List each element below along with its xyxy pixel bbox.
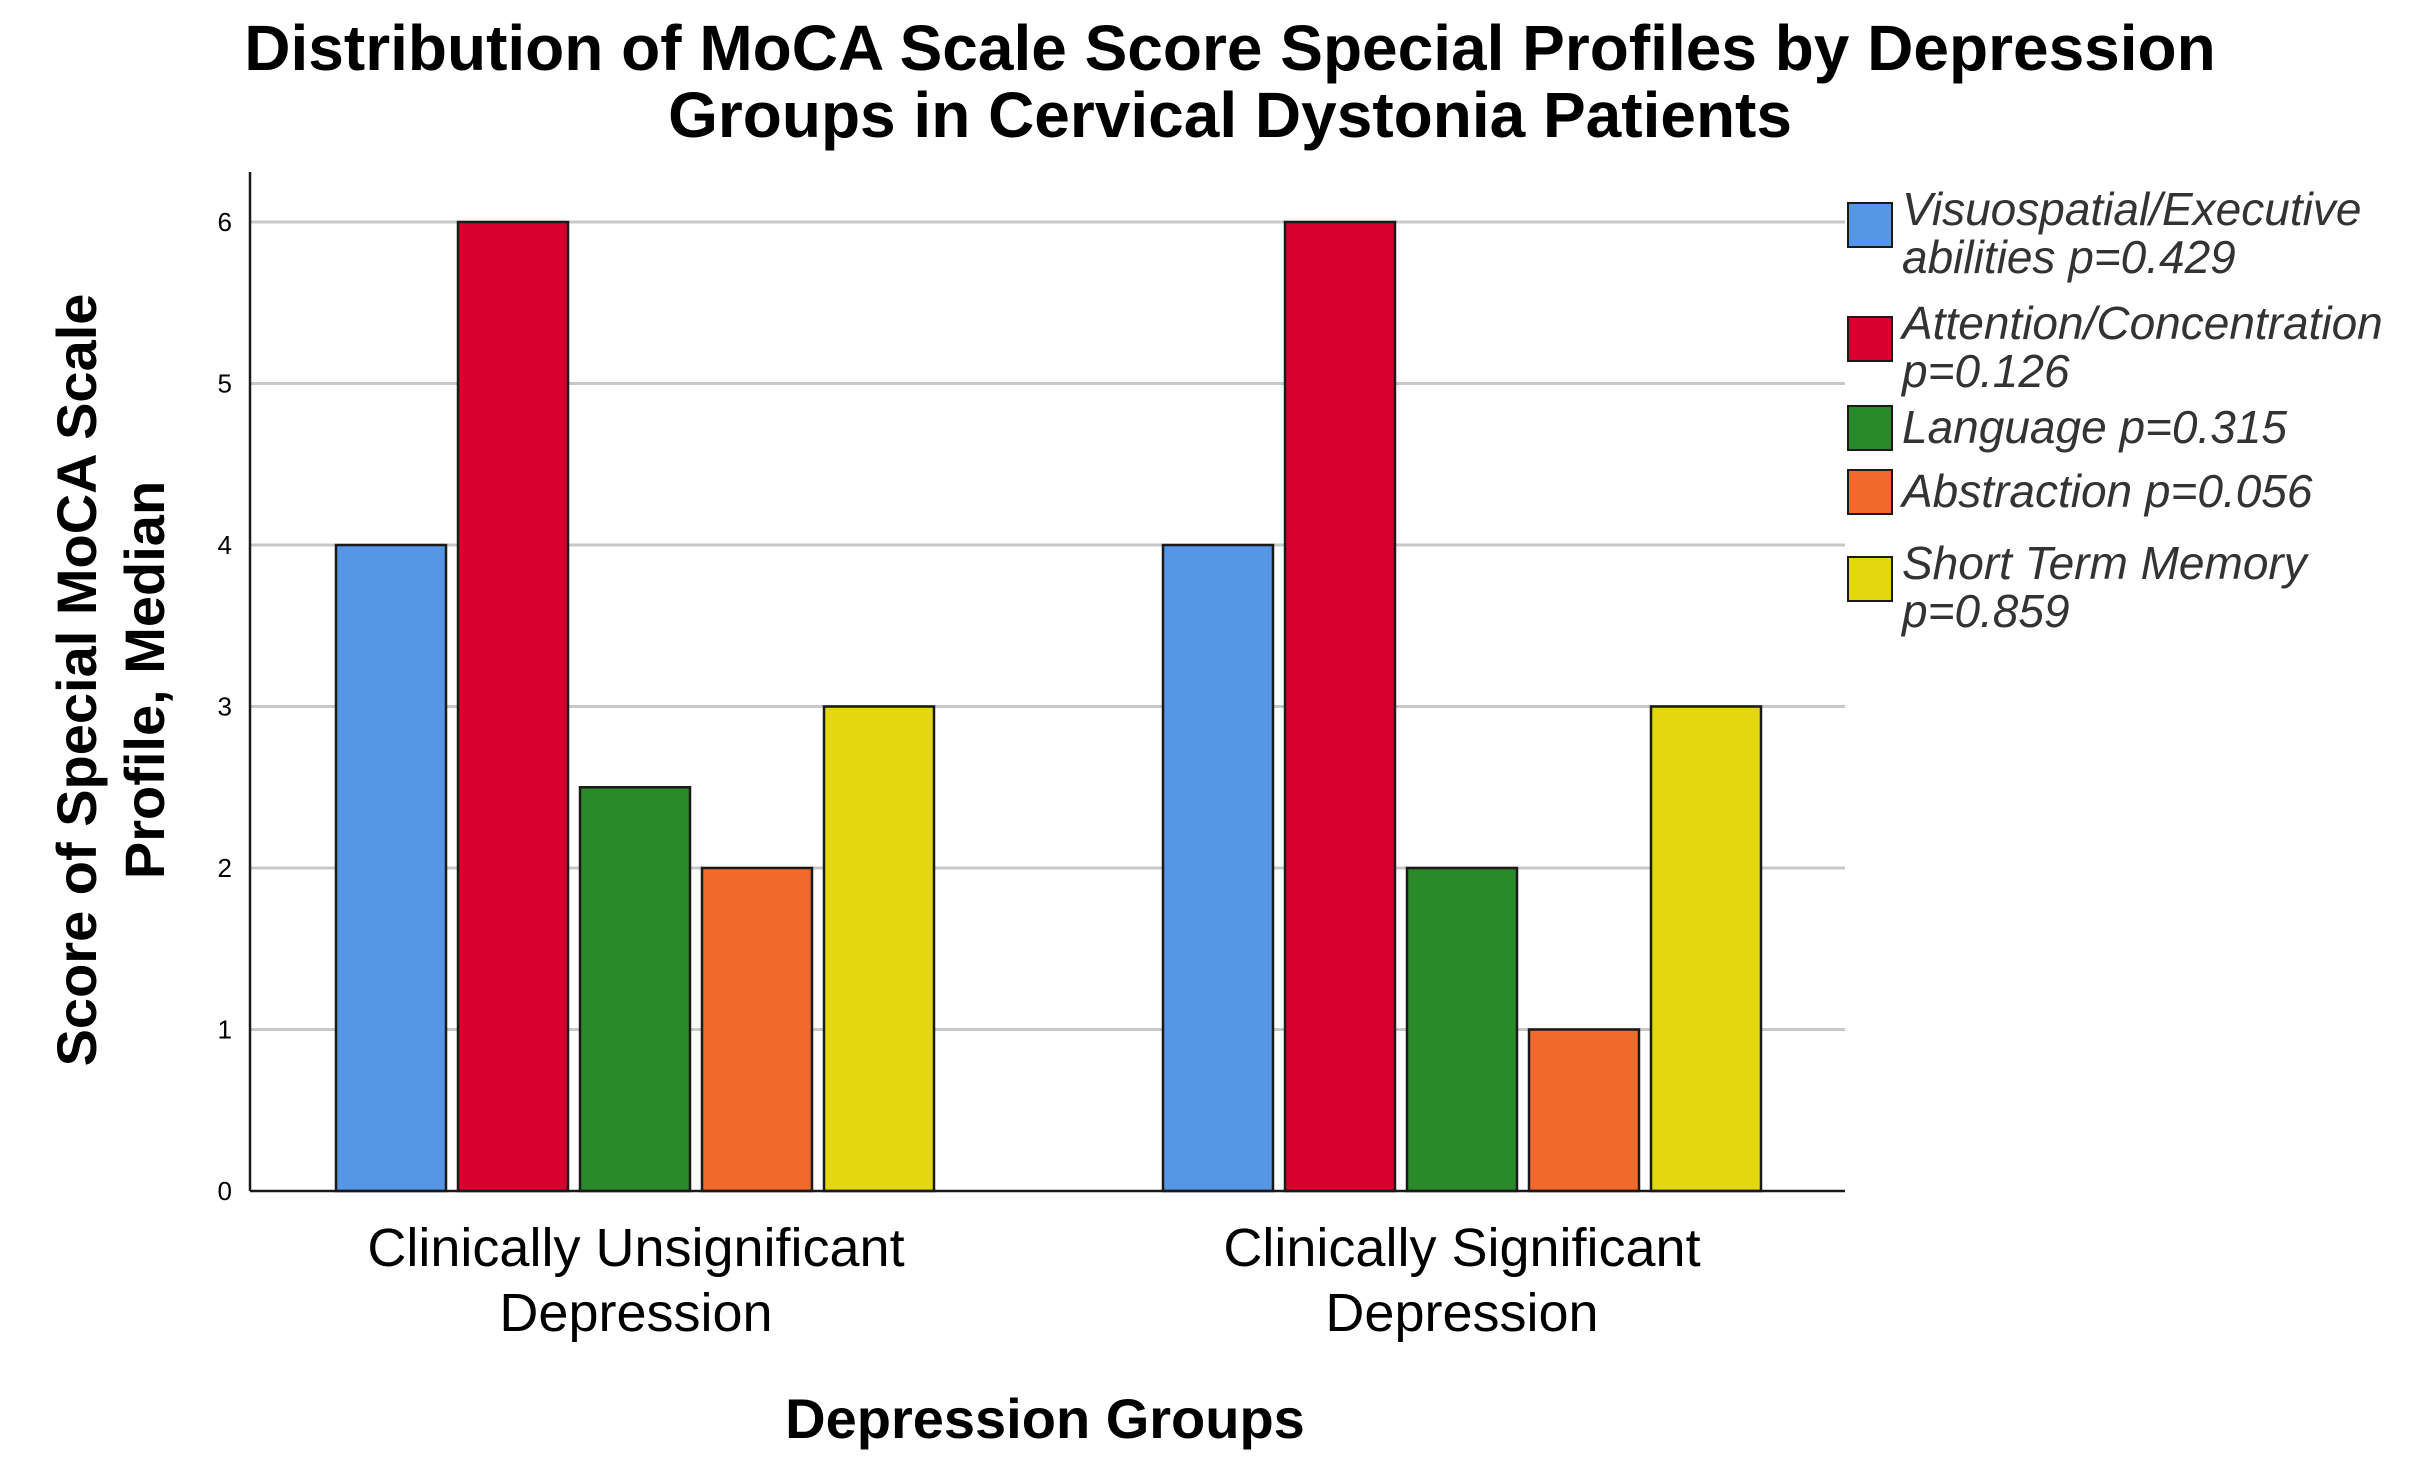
legend-label: p=0.859 <box>1900 585 2070 637</box>
category-labels: Clinically UnsignificantDepressionClinic… <box>367 1218 1700 1343</box>
category-label: Depression <box>1325 1283 1598 1343</box>
legend-label: Attention/Concentration <box>1899 297 2383 349</box>
x-axis-label: Depression Groups <box>785 1387 1305 1450</box>
bar <box>1283 220 1397 1193</box>
bar <box>700 866 814 1193</box>
legend-label: Language p=0.315 <box>1902 401 2287 453</box>
legend-label: Short Term Memory <box>1902 537 2310 589</box>
y-tick-label: 0 <box>218 1176 232 1206</box>
y-tick-label: 4 <box>218 530 232 560</box>
chart-title-line-2: Groups in Cervical Dystonia Patients <box>668 79 1792 151</box>
bar <box>1405 866 1519 1193</box>
category-label: Clinically Significant <box>1223 1218 1700 1278</box>
bar <box>578 786 692 1193</box>
bar <box>822 705 936 1193</box>
legend-swatch <box>1847 469 1893 515</box>
y-axis-label-line-2: Profile, Median <box>113 481 176 879</box>
bar <box>1527 1028 1641 1193</box>
legend-label: abilities p=0.429 <box>1902 231 2236 283</box>
y-tick-label: 1 <box>218 1015 232 1045</box>
legend-swatch <box>1847 405 1893 451</box>
category-label: Depression <box>499 1283 772 1343</box>
legend-swatch <box>1847 202 1893 248</box>
chart-title: Distribution of MoCA Scale Score Special… <box>244 12 2215 151</box>
axes <box>248 172 1845 1193</box>
y-tick-label: 5 <box>218 369 232 399</box>
y-tick-label: 2 <box>218 853 232 883</box>
legend-label: Abstraction p=0.056 <box>1899 465 2313 517</box>
bar <box>1649 705 1763 1193</box>
y-tick-label: 6 <box>218 207 232 237</box>
y-axis-label: Score of Special MoCA Scale Profile, Med… <box>45 294 176 1067</box>
bar <box>334 543 448 1193</box>
legend-label: p=0.126 <box>1900 345 2070 397</box>
legend-swatch <box>1847 316 1893 362</box>
bar <box>456 220 570 1193</box>
bars <box>334 220 1763 1193</box>
chart-title-line-1: Distribution of MoCA Scale Score Special… <box>244 12 2215 84</box>
legend-label: Visuospatial/Executive <box>1902 183 2361 235</box>
category-label: Clinically Unsignificant <box>367 1218 904 1278</box>
legend-swatch <box>1847 556 1893 602</box>
bar <box>1161 543 1275 1193</box>
y-tick-label: 3 <box>218 692 232 722</box>
y-axis-label-line-1: Score of Special MoCA Scale <box>45 294 108 1067</box>
y-tick-labels: 0 1 2 3 4 5 6 <box>218 207 232 1206</box>
